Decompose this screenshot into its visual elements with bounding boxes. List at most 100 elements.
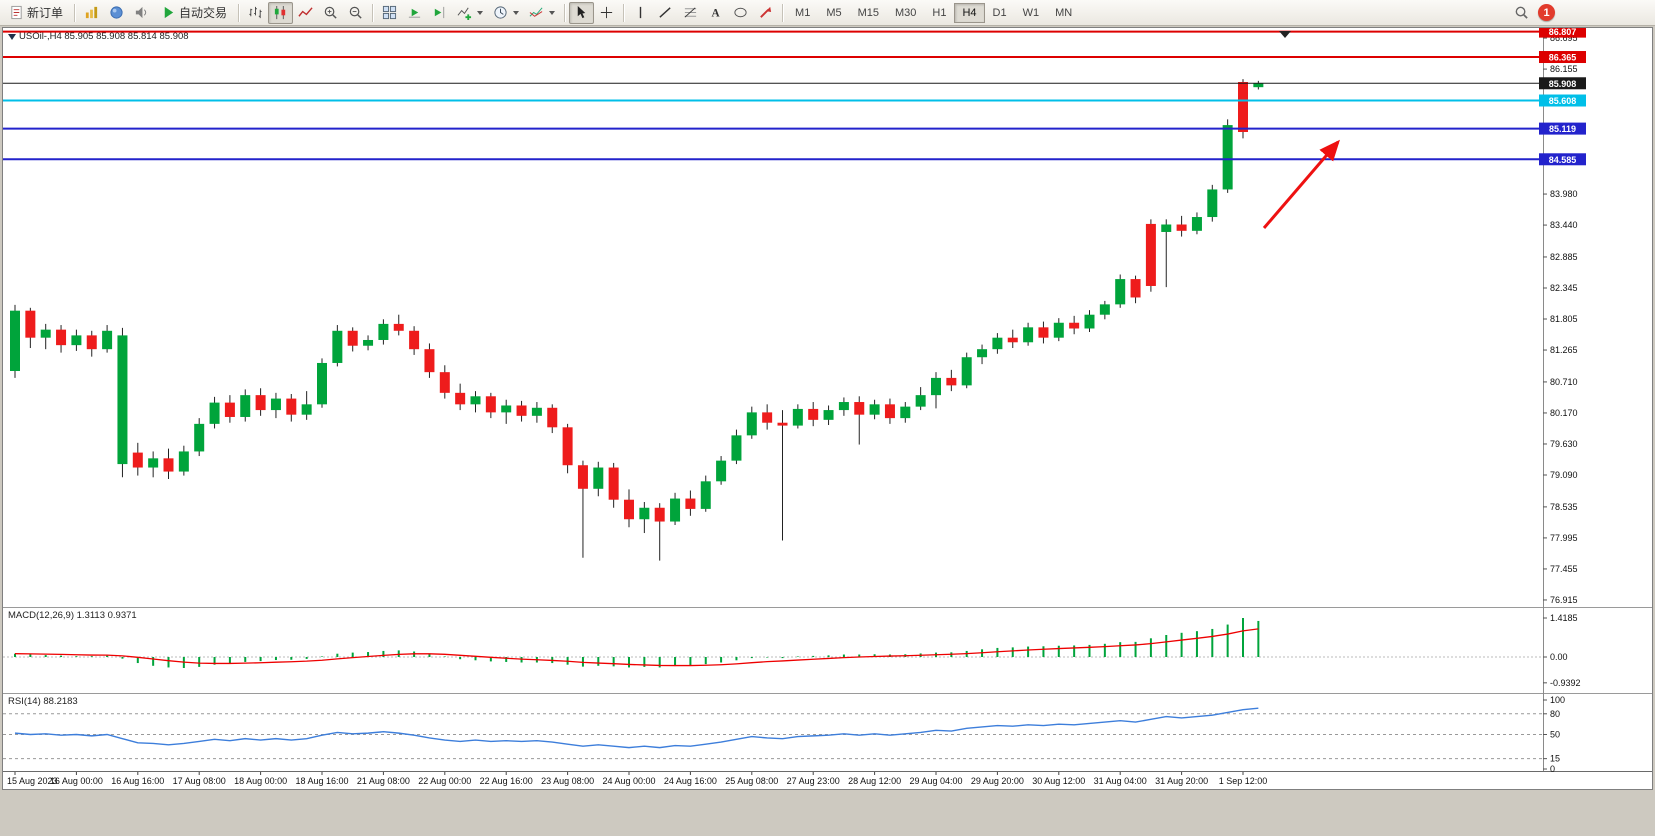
zoom-in-icon: [323, 5, 338, 20]
bear-candle: [777, 422, 788, 426]
vertical-line-icon: [633, 5, 648, 20]
zoom-in-button[interactable]: [318, 2, 343, 24]
toolbar-separator: [238, 3, 240, 22]
market-watch-button[interactable]: [79, 2, 104, 24]
alerts-button[interactable]: [129, 2, 154, 24]
cursor-icon: [574, 5, 589, 20]
bull-candle: [1161, 224, 1172, 232]
vertical-line-button[interactable]: [628, 2, 653, 24]
new-order-button[interactable]: 新订单: [2, 2, 70, 24]
bull-candle: [1023, 327, 1034, 343]
timeframe-m1[interactable]: M1: [787, 3, 818, 23]
periods-button[interactable]: [488, 2, 524, 24]
macd-axis-label: -0.9392: [1550, 678, 1581, 688]
bull-candle: [792, 408, 803, 426]
timeframe-m5[interactable]: M5: [818, 3, 849, 23]
rsi-axis-label: 50: [1550, 730, 1560, 740]
candles: [10, 79, 1264, 561]
bull-candle: [117, 335, 128, 465]
line-chart-button[interactable]: [293, 2, 318, 24]
toolbar-separator: [564, 3, 566, 22]
timeframe-mn[interactable]: MN: [1047, 3, 1080, 23]
timeframe-d1[interactable]: D1: [985, 3, 1015, 23]
notification-badge[interactable]: 1: [1538, 4, 1555, 21]
timeframe-h4[interactable]: H4: [954, 2, 985, 23]
price-tick-label: 81.265: [1550, 345, 1578, 355]
shapes-button[interactable]: [728, 2, 753, 24]
price-level-badge: [1539, 122, 1586, 135]
crosshair-button[interactable]: [594, 2, 619, 24]
bear-candle: [393, 323, 404, 331]
toolbar-separator: [74, 3, 76, 22]
bull-candle: [716, 460, 727, 482]
bear-candle: [516, 405, 527, 416]
macd-label: MACD(12,26,9) 1.3113 0.9371: [8, 610, 137, 621]
bull-candle: [209, 402, 220, 424]
chart-background: [3, 28, 1652, 789]
indicators-button[interactable]: [524, 2, 560, 24]
price-tick-label: 77.455: [1550, 564, 1578, 574]
time-axis-label: 27 Aug 23:00: [787, 776, 840, 786]
toolbar-separator: [623, 3, 625, 22]
bull-candle: [838, 402, 849, 411]
bull-candle: [194, 423, 205, 452]
trendline-button[interactable]: [653, 2, 678, 24]
zoom-out-icon: [348, 5, 363, 20]
time-axis-label: 21 Aug 08:00: [357, 776, 410, 786]
shapes-icon: [733, 5, 748, 20]
rsi-label: RSI(14) 88.2183: [8, 696, 78, 707]
bear-candle: [562, 427, 573, 466]
svg-text:A: A: [711, 7, 720, 19]
timeframe-h1[interactable]: H1: [924, 3, 954, 23]
bull-candle: [931, 377, 941, 396]
bull-candle: [1222, 125, 1233, 190]
alerts-icon: [134, 5, 149, 20]
time-axis-label: 28 Aug 12:00: [848, 776, 901, 786]
bear-candle: [1238, 82, 1248, 132]
rsi-axis-label: 0: [1550, 764, 1555, 774]
search-icon[interactable]: [1514, 5, 1530, 21]
price-tick-label: 76.915: [1550, 595, 1578, 605]
bull-candle: [869, 404, 880, 415]
auto-scroll-button[interactable]: [402, 2, 427, 24]
bull-candle: [593, 467, 604, 489]
price-tick-label: 80.170: [1550, 408, 1578, 418]
text-icon: A: [708, 5, 723, 20]
candlestick-chart-button[interactable]: [268, 1, 294, 24]
timeframe-w1[interactable]: W1: [1015, 3, 1048, 23]
time-axis-label: 30 Aug 12:00: [1032, 776, 1085, 786]
timeframe-m15[interactable]: M15: [850, 3, 887, 23]
price-level-badge-label: 85.608: [1549, 96, 1577, 106]
chart-shift-marker-icon[interactable]: [1279, 31, 1291, 38]
bull-candle: [961, 357, 972, 386]
tile-windows-button[interactable]: [377, 2, 402, 24]
text-button[interactable]: A: [703, 2, 728, 24]
trend-arrow-annotation[interactable]: [1262, 139, 1340, 229]
time-axis-label: 22 Aug 16:00: [480, 776, 533, 786]
time-axis-label: 31 Aug 20:00: [1155, 776, 1208, 786]
autotrade-button[interactable]: 自动交易: [154, 2, 234, 24]
time-axis-label: 31 Aug 04:00: [1094, 776, 1147, 786]
fibonacci-button[interactable]: [678, 2, 703, 24]
price-tick-label: 81.805: [1550, 314, 1578, 324]
chart-shift-button[interactable]: [427, 2, 452, 24]
bull-candle: [639, 507, 650, 520]
navigator-button[interactable]: [104, 2, 129, 24]
bull-candle: [240, 395, 251, 417]
arrows-button[interactable]: [753, 2, 778, 24]
bull-candle: [270, 398, 281, 411]
chart-shift-icon: [432, 5, 447, 20]
cursor-button[interactable]: [569, 1, 595, 24]
bull-candle: [470, 396, 481, 405]
zoom-out-button[interactable]: [343, 2, 368, 24]
bar-chart-button[interactable]: [243, 2, 268, 24]
timeframe-m30[interactable]: M30: [887, 3, 924, 23]
bear-candle: [25, 310, 36, 338]
new-chart-icon: [457, 5, 472, 20]
price-chart[interactable]: 86.695 86.155 83.980 83.440 82.885 82.345 81.8…: [3, 28, 1652, 789]
time-axis-label: 15 Aug 2023: [7, 776, 58, 786]
new-chart-button[interactable]: [452, 2, 488, 24]
bear-candle: [424, 349, 435, 373]
bull-candle: [746, 412, 757, 436]
time-axis-label: 29 Aug 20:00: [971, 776, 1024, 786]
